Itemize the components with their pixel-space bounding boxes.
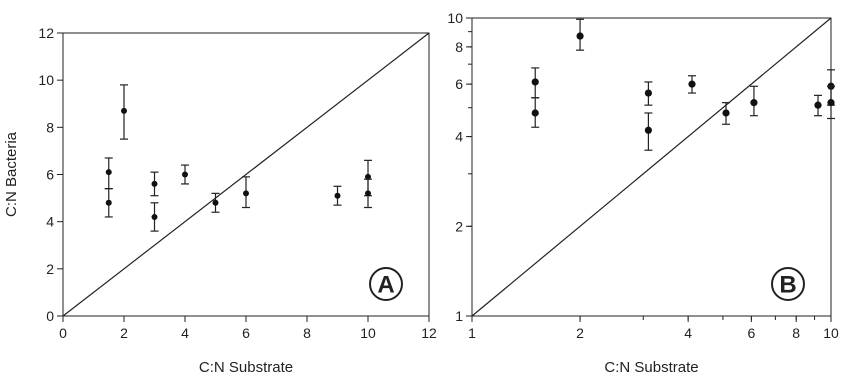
x-tick-label: 8 — [303, 325, 311, 341]
data-point — [644, 126, 652, 134]
x-tick-label: 10 — [823, 325, 839, 341]
y-tick-label: 10 — [447, 10, 463, 26]
x-tick-label: 2 — [576, 325, 584, 341]
y-tick-label: 2 — [46, 261, 54, 277]
y-axis-title: C:N Bacteria — [3, 131, 20, 217]
data-point — [365, 173, 371, 180]
data-point — [334, 192, 341, 199]
data-point — [105, 169, 112, 176]
x-tick-label: 6 — [242, 325, 250, 341]
panel-badge-label: A — [377, 272, 394, 299]
y-tick-label: 10 — [38, 72, 54, 88]
x-axis-title: C:N Substrate — [199, 359, 293, 376]
x-tick-label: 4 — [181, 325, 189, 341]
panel-badge-circle — [771, 267, 805, 301]
panel-badge-circle — [369, 267, 403, 301]
data-point — [722, 109, 730, 117]
x-tick-label: 0 — [59, 325, 67, 341]
data-point — [243, 190, 249, 197]
data-point — [750, 99, 758, 107]
y-tick-label: 4 — [455, 129, 463, 145]
x-tick-label: 2 — [120, 325, 128, 341]
panel-badge-label: B — [779, 272, 796, 299]
x-tick-label: 10 — [360, 325, 376, 341]
data-point — [151, 213, 158, 220]
data-point — [576, 32, 584, 40]
data-point — [105, 199, 112, 206]
data-point — [688, 80, 696, 88]
x-tick-label: 4 — [684, 325, 692, 341]
panel-a: 0 2 4 6 8 10 12 0 2 4 6 8 10 12 C:N Substrate C:N Bacte… — [3, 25, 437, 376]
y-tick-label: 8 — [455, 39, 463, 55]
data-point — [365, 190, 371, 197]
data-point — [814, 101, 822, 109]
data-point — [151, 180, 158, 187]
x-tick-label: 12 — [421, 325, 437, 341]
y-tick-label: 0 — [46, 308, 54, 324]
x-tick-label: 1 — [468, 325, 476, 341]
x-tick-label: 6 — [747, 325, 755, 341]
y-tick-label: 1 — [455, 308, 463, 324]
y-tick-label: 4 — [46, 214, 54, 230]
data-point — [827, 99, 835, 107]
y-tick-label: 8 — [46, 119, 54, 135]
one-to-one-line — [471, 17, 832, 317]
plot-frame — [471, 17, 832, 317]
data-point — [121, 107, 127, 114]
y-tick-label: 2 — [455, 218, 463, 234]
data-point — [531, 109, 539, 117]
data-point — [182, 171, 188, 178]
x-axis-title: C:N Substrate — [604, 359, 698, 376]
data-point — [644, 89, 652, 97]
x-tick-label: 8 — [792, 325, 800, 341]
data-point — [531, 78, 539, 86]
y-tick-label: 6 — [46, 167, 54, 183]
y-tick-label: 6 — [455, 76, 463, 92]
one-to-one-line — [62, 32, 430, 317]
data-point — [212, 199, 219, 206]
y-tick-label: 12 — [38, 25, 54, 41]
